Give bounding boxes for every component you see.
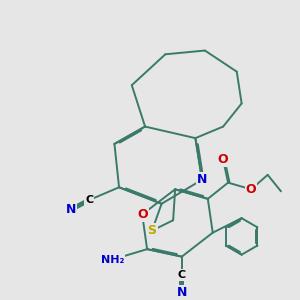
Text: C: C [178,270,186,280]
Text: S: S [148,224,157,237]
Text: O: O [137,208,148,221]
Text: O: O [246,183,256,196]
Text: O: O [218,153,229,166]
Text: N: N [66,203,76,216]
Text: N: N [177,286,187,299]
Text: N: N [197,173,207,186]
Text: NH₂: NH₂ [101,255,124,265]
Text: C: C [85,195,93,205]
